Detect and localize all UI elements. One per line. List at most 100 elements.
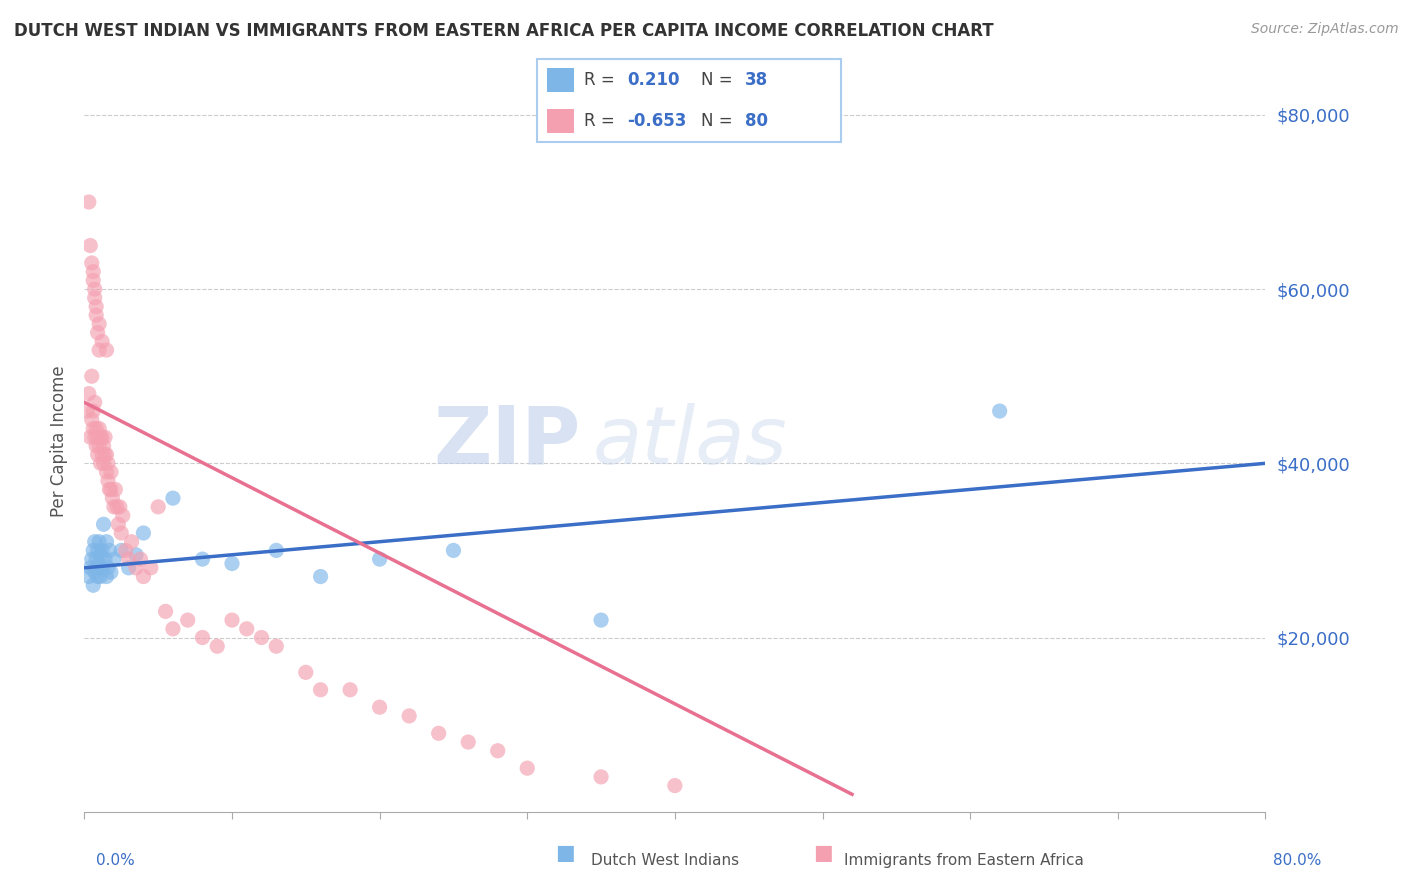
Point [83, 282, 105, 296]
Point [207, 639, 229, 653]
Point [162, 491, 184, 505]
Point [96, 465, 118, 479]
Point [84, 308, 107, 322]
Point [191, 552, 214, 566]
Point [155, 604, 177, 618]
Point [486, 744, 509, 758]
Text: 38: 38 [745, 71, 768, 89]
Point [83, 395, 105, 409]
Point [91, 561, 114, 575]
Point [80, 552, 103, 566]
Point [266, 639, 288, 653]
Text: 0.0%: 0.0% [96, 853, 135, 868]
Point [83, 534, 105, 549]
Point [83, 430, 105, 444]
Point [87, 557, 111, 571]
Point [309, 569, 332, 583]
Point [368, 700, 391, 714]
Text: N =: N = [702, 71, 738, 89]
Point [86, 448, 108, 462]
Text: Dutch West Indians: Dutch West Indians [591, 853, 738, 868]
Point [121, 534, 143, 549]
Point [457, 735, 479, 749]
Text: 80: 80 [745, 112, 768, 129]
Point [94, 552, 117, 566]
Point [139, 561, 162, 575]
Point [118, 561, 141, 575]
Point [100, 465, 122, 479]
Text: DUTCH WEST INDIAN VS IMMIGRANTS FROM EASTERN AFRICA PER CAPITA INCOME CORRELATIO: DUTCH WEST INDIAN VS IMMIGRANTS FROM EAS… [14, 22, 994, 40]
Point [90, 430, 112, 444]
Point [82, 421, 104, 435]
Point [100, 565, 122, 579]
Bar [547, 109, 575, 133]
Point [664, 779, 686, 793]
Point [91, 448, 114, 462]
Point [443, 543, 465, 558]
Point [82, 273, 104, 287]
Point [107, 517, 129, 532]
Y-axis label: Per Capita Income: Per Capita Income [51, 366, 69, 517]
Point [104, 483, 127, 497]
Point [87, 343, 111, 357]
Point [91, 430, 114, 444]
Bar [547, 68, 575, 92]
Point [84, 439, 107, 453]
Point [96, 448, 118, 462]
Point [82, 578, 104, 592]
Point [125, 548, 148, 562]
Point [103, 500, 125, 514]
Point [79, 561, 101, 575]
Point [97, 456, 120, 470]
Point [94, 430, 117, 444]
Point [77, 194, 100, 209]
Point [80, 413, 103, 427]
Text: atlas: atlas [592, 402, 787, 481]
Point [125, 561, 148, 575]
Text: 80.0%: 80.0% [1274, 853, 1322, 868]
Point [97, 561, 120, 575]
Point [110, 543, 132, 558]
Point [103, 552, 125, 566]
Point [101, 491, 124, 505]
Point [132, 526, 155, 541]
Point [83, 565, 105, 579]
Point [87, 534, 111, 549]
Point [76, 404, 98, 418]
Text: R =: R = [583, 71, 620, 89]
Point [148, 500, 170, 514]
Point [94, 448, 117, 462]
Point [221, 613, 243, 627]
Point [79, 238, 101, 252]
Point [96, 534, 118, 549]
Point [96, 569, 118, 583]
Point [93, 456, 115, 470]
Point [90, 569, 112, 583]
Text: N =: N = [702, 112, 738, 129]
Point [368, 552, 391, 566]
Point [100, 483, 122, 497]
Point [77, 386, 100, 401]
Point [80, 256, 103, 270]
Point [266, 543, 288, 558]
Point [91, 334, 114, 349]
Point [96, 343, 118, 357]
Text: Immigrants from Eastern Africa: Immigrants from Eastern Africa [844, 853, 1084, 868]
Point [339, 682, 361, 697]
Point [427, 726, 450, 740]
Point [591, 613, 613, 627]
Point [132, 569, 155, 583]
Point [86, 543, 108, 558]
Point [79, 430, 101, 444]
Point [111, 508, 134, 523]
Text: ■: ■ [813, 843, 832, 863]
Point [84, 300, 107, 314]
Point [82, 404, 104, 418]
Point [295, 665, 318, 680]
Point [84, 552, 107, 566]
Point [82, 543, 104, 558]
Point [87, 317, 111, 331]
Point [90, 548, 112, 562]
Text: ■: ■ [555, 843, 575, 863]
Text: ZIP: ZIP [433, 402, 581, 481]
